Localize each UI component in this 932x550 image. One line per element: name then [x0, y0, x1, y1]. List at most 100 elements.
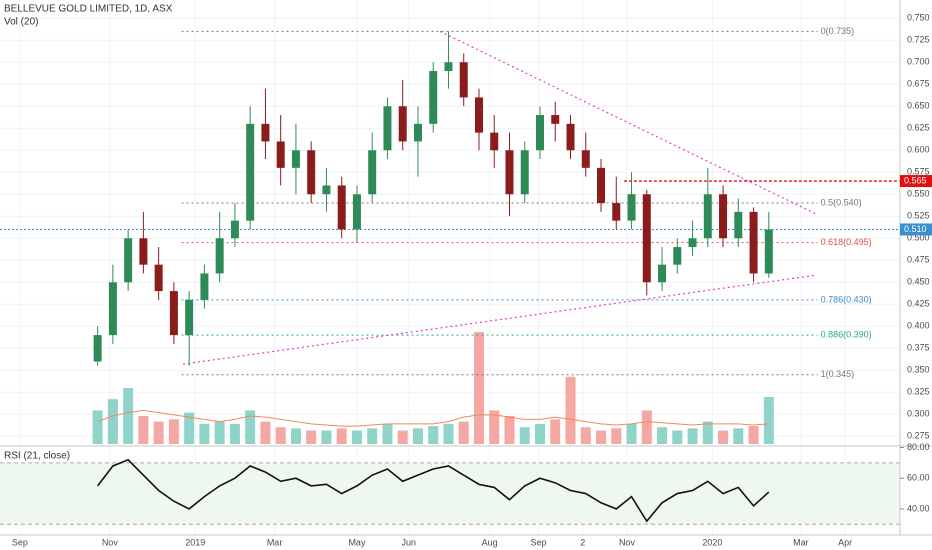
- volume-bar: [748, 426, 759, 444]
- volume-bar: [351, 430, 362, 444]
- y-tick-label: 0.425: [907, 299, 930, 309]
- volume-bar: [367, 428, 378, 444]
- y-tick-label: 0.675: [907, 79, 930, 89]
- x-tick-label: Sep: [12, 537, 28, 547]
- y-tick-label: 0.550: [907, 189, 930, 199]
- volume-bar: [321, 430, 332, 444]
- fib-label: 1(0.345): [821, 369, 855, 379]
- volume-bar: [473, 332, 484, 444]
- x-tick-label: 2020: [702, 537, 722, 547]
- x-tick-label: Mar: [793, 537, 809, 547]
- candle-body: [581, 150, 590, 168]
- volume-bar: [535, 423, 545, 444]
- x-tick-label: Sep: [530, 537, 546, 547]
- volume-bar: [504, 416, 515, 444]
- volume-bar: [123, 388, 134, 444]
- candle-body: [291, 150, 300, 168]
- rsi-band: [0, 462, 900, 525]
- volume-title: Vol (20): [4, 17, 38, 28]
- x-tick-label: Nov: [619, 537, 636, 547]
- volume-bar: [443, 423, 454, 444]
- volume-bar: [718, 430, 729, 444]
- volume-bar: [245, 410, 256, 444]
- rsi-tick-label: 60.00: [907, 473, 930, 483]
- candle-body: [169, 291, 178, 336]
- volume-bar: [275, 427, 286, 444]
- y-tick-label: 0.375: [907, 343, 930, 353]
- candle-body: [734, 211, 743, 239]
- candle-body: [612, 203, 621, 221]
- y-tick-label: 0.475: [907, 255, 930, 265]
- y-tick-label: 0.750: [907, 13, 930, 23]
- candle-body: [536, 115, 544, 151]
- volume-bar: [336, 428, 347, 444]
- x-tick-label: 2: [580, 537, 585, 547]
- volume-bar: [199, 423, 210, 444]
- y-tick-label: 0.450: [907, 277, 930, 287]
- y-tick-label: 0.600: [907, 145, 930, 155]
- volume-bar: [412, 428, 423, 444]
- fib-label: 0.5(0.540): [821, 197, 862, 207]
- candle-body: [154, 264, 163, 292]
- candle-body: [185, 299, 194, 336]
- y-tick-label: 0.725: [907, 35, 930, 45]
- volume-bar: [672, 430, 683, 444]
- volume-bar: [596, 430, 607, 444]
- trendline: [182, 274, 816, 365]
- volume-bar: [138, 416, 149, 444]
- x-tick-label: Mar: [267, 537, 283, 547]
- candle-body: [566, 123, 575, 151]
- candle-body: [383, 106, 392, 151]
- candle-body: [276, 141, 285, 168]
- candle-body: [93, 335, 102, 362]
- volume-bar: [489, 410, 500, 444]
- candle-body: [764, 229, 773, 274]
- volume-bar: [153, 421, 164, 444]
- volume-bar: [458, 421, 469, 444]
- candle-body: [459, 62, 468, 98]
- x-tick-label: 2019: [185, 537, 205, 547]
- plot: [0, 30, 900, 523]
- volume-bar: [687, 428, 698, 444]
- price-label-box: [900, 175, 932, 188]
- volume-bar: [626, 423, 637, 444]
- candle-body: [246, 123, 255, 221]
- x-tick-label: Jun: [402, 537, 417, 547]
- x-tick-label: Apr: [838, 537, 852, 547]
- y-tick-label: 0.350: [907, 365, 930, 375]
- candle-body: [520, 150, 529, 195]
- candle-body: [215, 238, 224, 274]
- volume-bar: [397, 430, 408, 444]
- rsi-tick-label: 80.00: [907, 442, 930, 452]
- candle-body: [627, 194, 636, 221]
- candle-body: [230, 220, 239, 239]
- x-tick-label: Nov: [102, 537, 119, 547]
- y-tick-label: 0.575: [907, 167, 930, 177]
- candle-body: [719, 194, 728, 239]
- x-tick-label: Aug: [482, 537, 498, 547]
- price-label: 0.565: [904, 175, 927, 185]
- volume-bar: [580, 427, 591, 444]
- volume-bar: [565, 376, 576, 444]
- volume-bar: [763, 396, 774, 444]
- candle-body: [490, 132, 499, 151]
- volume-bar: [306, 430, 317, 444]
- fib-label: 0.618(0.495): [821, 237, 872, 247]
- candle-body: [322, 185, 331, 195]
- candle-body: [398, 106, 407, 142]
- candle-body: [352, 194, 361, 230]
- candle-body: [337, 185, 346, 230]
- y-tick-label: 0.500: [907, 233, 930, 243]
- candle-body: [658, 264, 667, 283]
- volume-bar: [92, 410, 103, 444]
- y-tick-label: 0.300: [907, 409, 930, 419]
- candle-body: [749, 211, 758, 274]
- y-tick-label: 0.400: [907, 321, 930, 331]
- candle-body: [200, 273, 209, 300]
- candle-body: [139, 238, 148, 265]
- chart-title: BELLEVUE GOLD LIMITED, 1D, ASX: [4, 4, 173, 15]
- volume-bar: [184, 412, 195, 444]
- candle-body: [429, 71, 438, 124]
- candle-body: [688, 238, 697, 248]
